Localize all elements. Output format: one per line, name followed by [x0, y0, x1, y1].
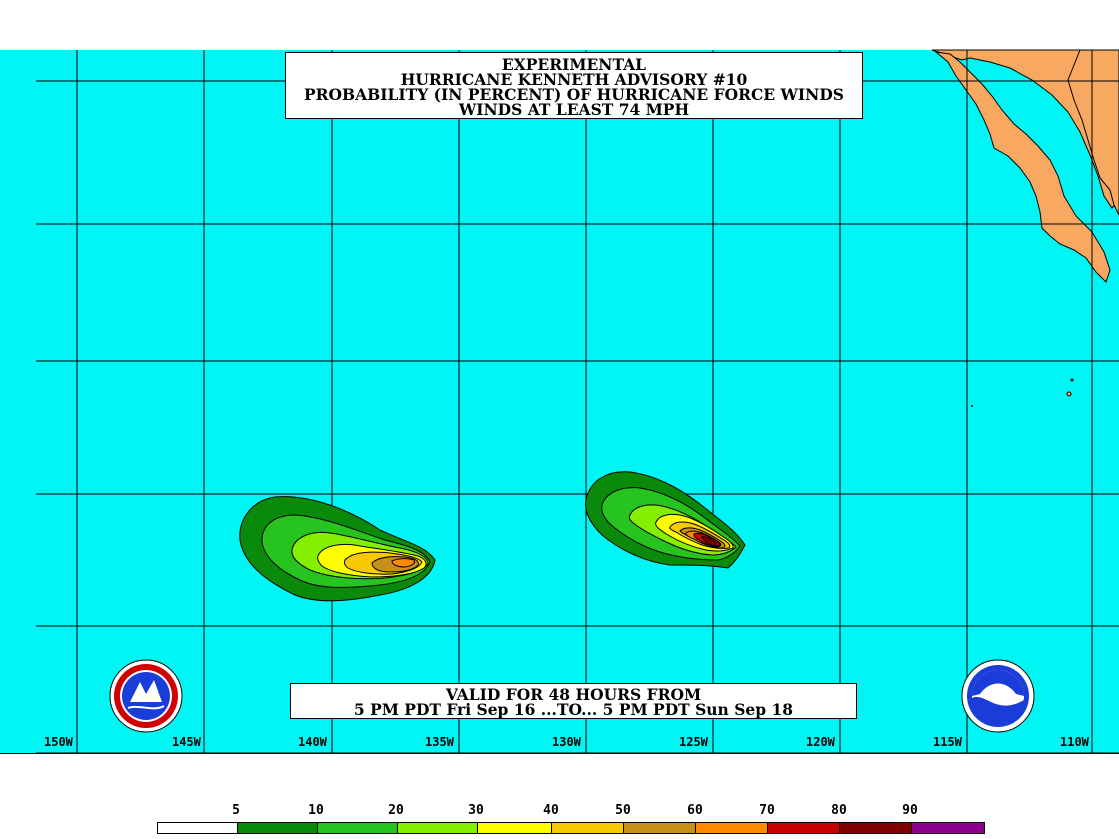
legend-swatch-8: [768, 823, 840, 833]
legend-swatch-2: [318, 823, 398, 833]
valid-period-range: 5 PM PDT Fri Sep 16 ...TO... 5 PM PDT Su…: [353, 700, 794, 719]
probability-swath-west: [239, 496, 436, 602]
legend-color-bar: [157, 822, 985, 834]
ocean-area: [0, 50, 1119, 753]
legend-swatch-1: [238, 823, 318, 833]
valid-period-heading: VALID FOR 48 HOURS FROM: [445, 685, 702, 704]
legend-label-50: 50: [615, 803, 631, 818]
lon-label-115w: 115W: [933, 735, 962, 749]
legend-label-10: 10: [308, 803, 324, 818]
legend-label-90: 90: [902, 803, 918, 818]
title-line-advisory: HURRICANE KENNETH ADVISORY #10: [400, 70, 748, 89]
legend-label-70: 70: [759, 803, 775, 818]
lon-label-120w: 120W: [806, 735, 835, 749]
legend-label-60: 60: [687, 803, 703, 818]
lon-label-150w: 150W: [44, 735, 73, 749]
lon-label-110w: 110W: [1060, 735, 1089, 749]
noaa-logo: [961, 659, 1035, 733]
legend-swatch-0: [158, 823, 238, 833]
title-line-winds: WINDS AT LEAST 74 MPH: [458, 100, 690, 119]
legend-swatch-3: [398, 823, 478, 833]
mexico-mainland-land: [1067, 49, 1119, 216]
lon-label-125w: 125W: [679, 735, 708, 749]
legend-swatch-5: [552, 823, 624, 833]
island-marker: [971, 405, 973, 407]
nws-logo: [109, 659, 183, 733]
legend-swatch-7: [696, 823, 768, 833]
lon-label-130w: 130W: [552, 735, 581, 749]
lon-label-145w: 145W: [172, 735, 201, 749]
lon-label-140w: 140W: [298, 735, 327, 749]
legend-swatch-9: [840, 823, 912, 833]
legend-swatch-4: [478, 823, 552, 833]
map-title-box: EXPERIMENTAL HURRICANE KENNETH ADVISORY …: [285, 52, 863, 119]
title-line-experimental: EXPERIMENTAL: [501, 55, 647, 74]
lon-label-135w: 135W: [425, 735, 454, 749]
lat-lon-grid: [36, 50, 1119, 753]
legend-label-20: 20: [388, 803, 404, 818]
title-line-probability: PROBABILITY (IN PERCENT) OF HURRICANE FO…: [304, 85, 844, 104]
legend-swatch-10: [912, 823, 984, 833]
legend-label-80: 80: [831, 803, 847, 818]
island-marker: [1066, 391, 1072, 397]
legend-swatch-6: [624, 823, 696, 833]
map-bottom-band: [0, 753, 1119, 754]
legend-label-30: 30: [468, 803, 484, 818]
legend-label-40: 40: [543, 803, 559, 818]
legend-label-5: 5: [232, 803, 240, 818]
valid-period-box: VALID FOR 48 HOURS FROM 5 PM PDT Fri Sep…: [290, 683, 857, 719]
island-marker: [1070, 378, 1074, 382]
probability-swath-east: [585, 471, 746, 569]
